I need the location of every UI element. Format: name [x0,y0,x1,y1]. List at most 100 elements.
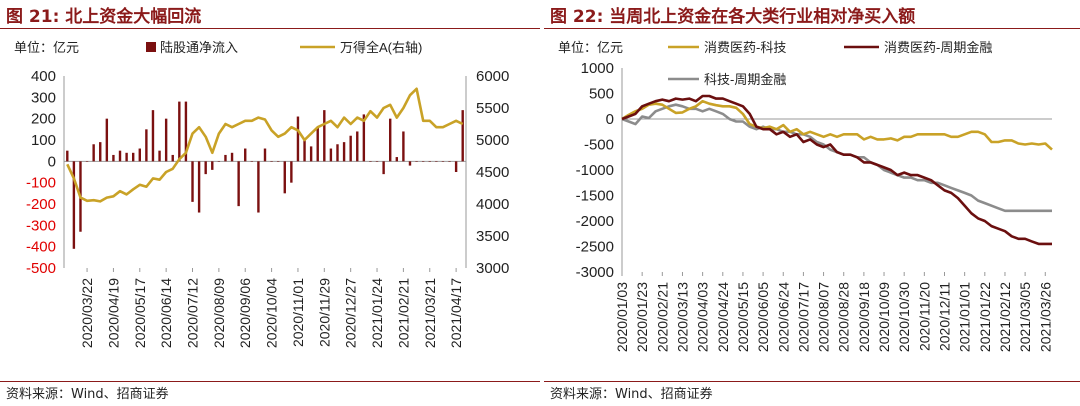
y-tick-label: -2000 [576,213,614,230]
legend-bar-swatch [146,42,156,52]
x-tick-label: 2020/08/07 [816,282,832,352]
net-inflow-bar [131,152,135,162]
figure-22-title: 图 22: 当周北上资金在各大类行业相对净买入额 [550,7,916,27]
net-inflow-bar [428,161,431,162]
x-tick-label: 2020/06/05 [755,282,771,352]
legend-label-consumer-cyclical: 消费医药-周期金融 [884,40,992,55]
left-tick-label: 0 [48,153,56,170]
y-tick-label: -2500 [576,239,614,256]
net-inflow-bar [257,161,260,213]
x-tick-label: 2020/01/23 [634,282,650,352]
x-tick-label: 2020/11/01 [290,278,306,347]
chart-22-svg: 单位：亿元 消费医药-科技 消费医药-周期金融 科技-周期金融 1000 500 0… [558,40,1053,352]
legend-label-tech-cyclical: 科技-周期金融 [704,72,786,87]
net-inflow-bar [72,161,76,249]
x-tick-label: 2020/11/29 [316,278,332,347]
net-inflow-bar [356,131,359,162]
series-tech-cyclical-line [621,103,1052,213]
net-inflow-bar [66,150,69,162]
x-tick-label: 2021/02/21 [395,278,411,348]
net-inflow-bar [290,161,293,183]
x-tick-label: 2021/01/01 [957,282,973,352]
net-inflow-bar [369,161,372,162]
net-inflow-bar [283,161,286,194]
net-inflow-bar [230,152,234,162]
net-inflow-bar [151,110,155,162]
net-inflow-bar [125,152,128,162]
net-inflow-bar [441,161,445,162]
series-consumer-tech-line [621,99,1053,151]
x-tick-label: 2020/07/12 [185,278,201,348]
x-tick-label: 2020/08/28 [836,282,852,352]
x-tick-label: 2020/03/22 [79,278,95,348]
net-inflow-bar [375,161,379,162]
net-inflow-bar [105,118,109,162]
net-inflow-bar [112,154,115,162]
net-inflow-bar [362,114,366,162]
right-tick-label: 6000 [476,68,509,85]
chart-22-unit-label: 单位：亿元 [558,40,623,55]
left-tick-label: 300 [31,89,56,106]
net-inflow-bar [454,161,458,172]
net-inflow-bar [118,150,122,162]
x-tick-label: 2020/04/03 [695,282,711,352]
net-inflow-bar [197,161,201,213]
x-tick-label: 2020/12/27 [343,278,359,348]
y-tick-label: -500 [584,137,614,154]
left-tick-label: 100 [31,132,56,149]
net-inflow-bar [415,161,418,162]
legend-line-label: 万得全A(右轴) [340,40,422,55]
x-tick-label: 2020/07/17 [795,282,811,352]
x-tick-label: 2021/02/12 [997,282,1013,352]
x-tick-label: 2020/01/03 [614,282,630,352]
left-tick-label: -100 [26,175,56,192]
figure-21: 图 21: 北上资金大幅回流 单位：亿元 陆股通净流入 万得全A(右轴) 400… [0,7,540,402]
net-inflow-bar [191,161,194,202]
net-inflow-bar [270,161,273,162]
net-inflow-bar [303,140,306,162]
x-tick-label: 2020/06/24 [775,282,791,352]
net-inflow-bar [329,148,333,162]
net-inflow-bar [224,154,227,162]
right-tick-label: 3500 [476,228,509,245]
x-tick-label: 2020/05/15 [735,282,751,352]
y-tick-label: -3000 [576,264,614,281]
net-inflow-bar [184,101,188,162]
figure-22: 图 22: 当周北上资金在各大类行业相对净买入额 单位：亿元 消费医药-科技 消… [544,0,1080,406]
net-inflow-bar [99,142,102,162]
net-inflow-bar [171,154,174,162]
figure-21-title: 图 21: 北上资金大幅回流 [6,7,202,27]
figure-22-source-rule [544,381,1080,382]
net-inflow-bar [448,161,451,162]
y-tick-label: -1500 [576,188,614,205]
left-tick-label: 400 [31,68,56,85]
net-inflow-bar [204,161,207,175]
net-inflow-bar [421,161,425,162]
net-inflow-bar [435,161,438,162]
x-tick-label: 2020/09/18 [856,282,872,352]
x-tick-label: 2020/04/24 [715,282,731,352]
net-inflow-bar [389,118,392,162]
x-tick-label: 2021/04/17 [448,278,464,348]
net-inflow-bar [217,161,221,162]
x-tick-label: 2020/11/20 [916,282,932,351]
net-inflow-bar [336,144,339,162]
x-tick-label: 2020/04/19 [105,278,121,348]
x-tick-label: 2020/10/30 [896,282,912,352]
net-inflow-bar [402,131,405,162]
x-tick-label: 2021/01/24 [369,278,385,348]
net-inflow-bar [408,161,412,166]
y-tick-label: -1000 [576,162,614,179]
left-tick-label: -300 [26,217,56,234]
net-inflow-bar [382,161,385,175]
net-inflow-bar [342,142,346,162]
right-tick-label: 4000 [476,196,509,213]
x-tick-label: 2020/05/17 [132,278,148,348]
figure-21-source-rule [0,381,540,382]
chart-21-svg: 单位：亿元 陆股通净流入 万得全A(右轴) 400 300 200 100 0 -100 -… [14,40,509,348]
left-tick-label: 200 [31,111,56,128]
net-inflow-bar [164,118,168,162]
x-tick-label: 2020/09/06 [237,278,253,348]
net-inflow-bar [145,129,148,162]
net-inflow-bar [250,161,254,162]
